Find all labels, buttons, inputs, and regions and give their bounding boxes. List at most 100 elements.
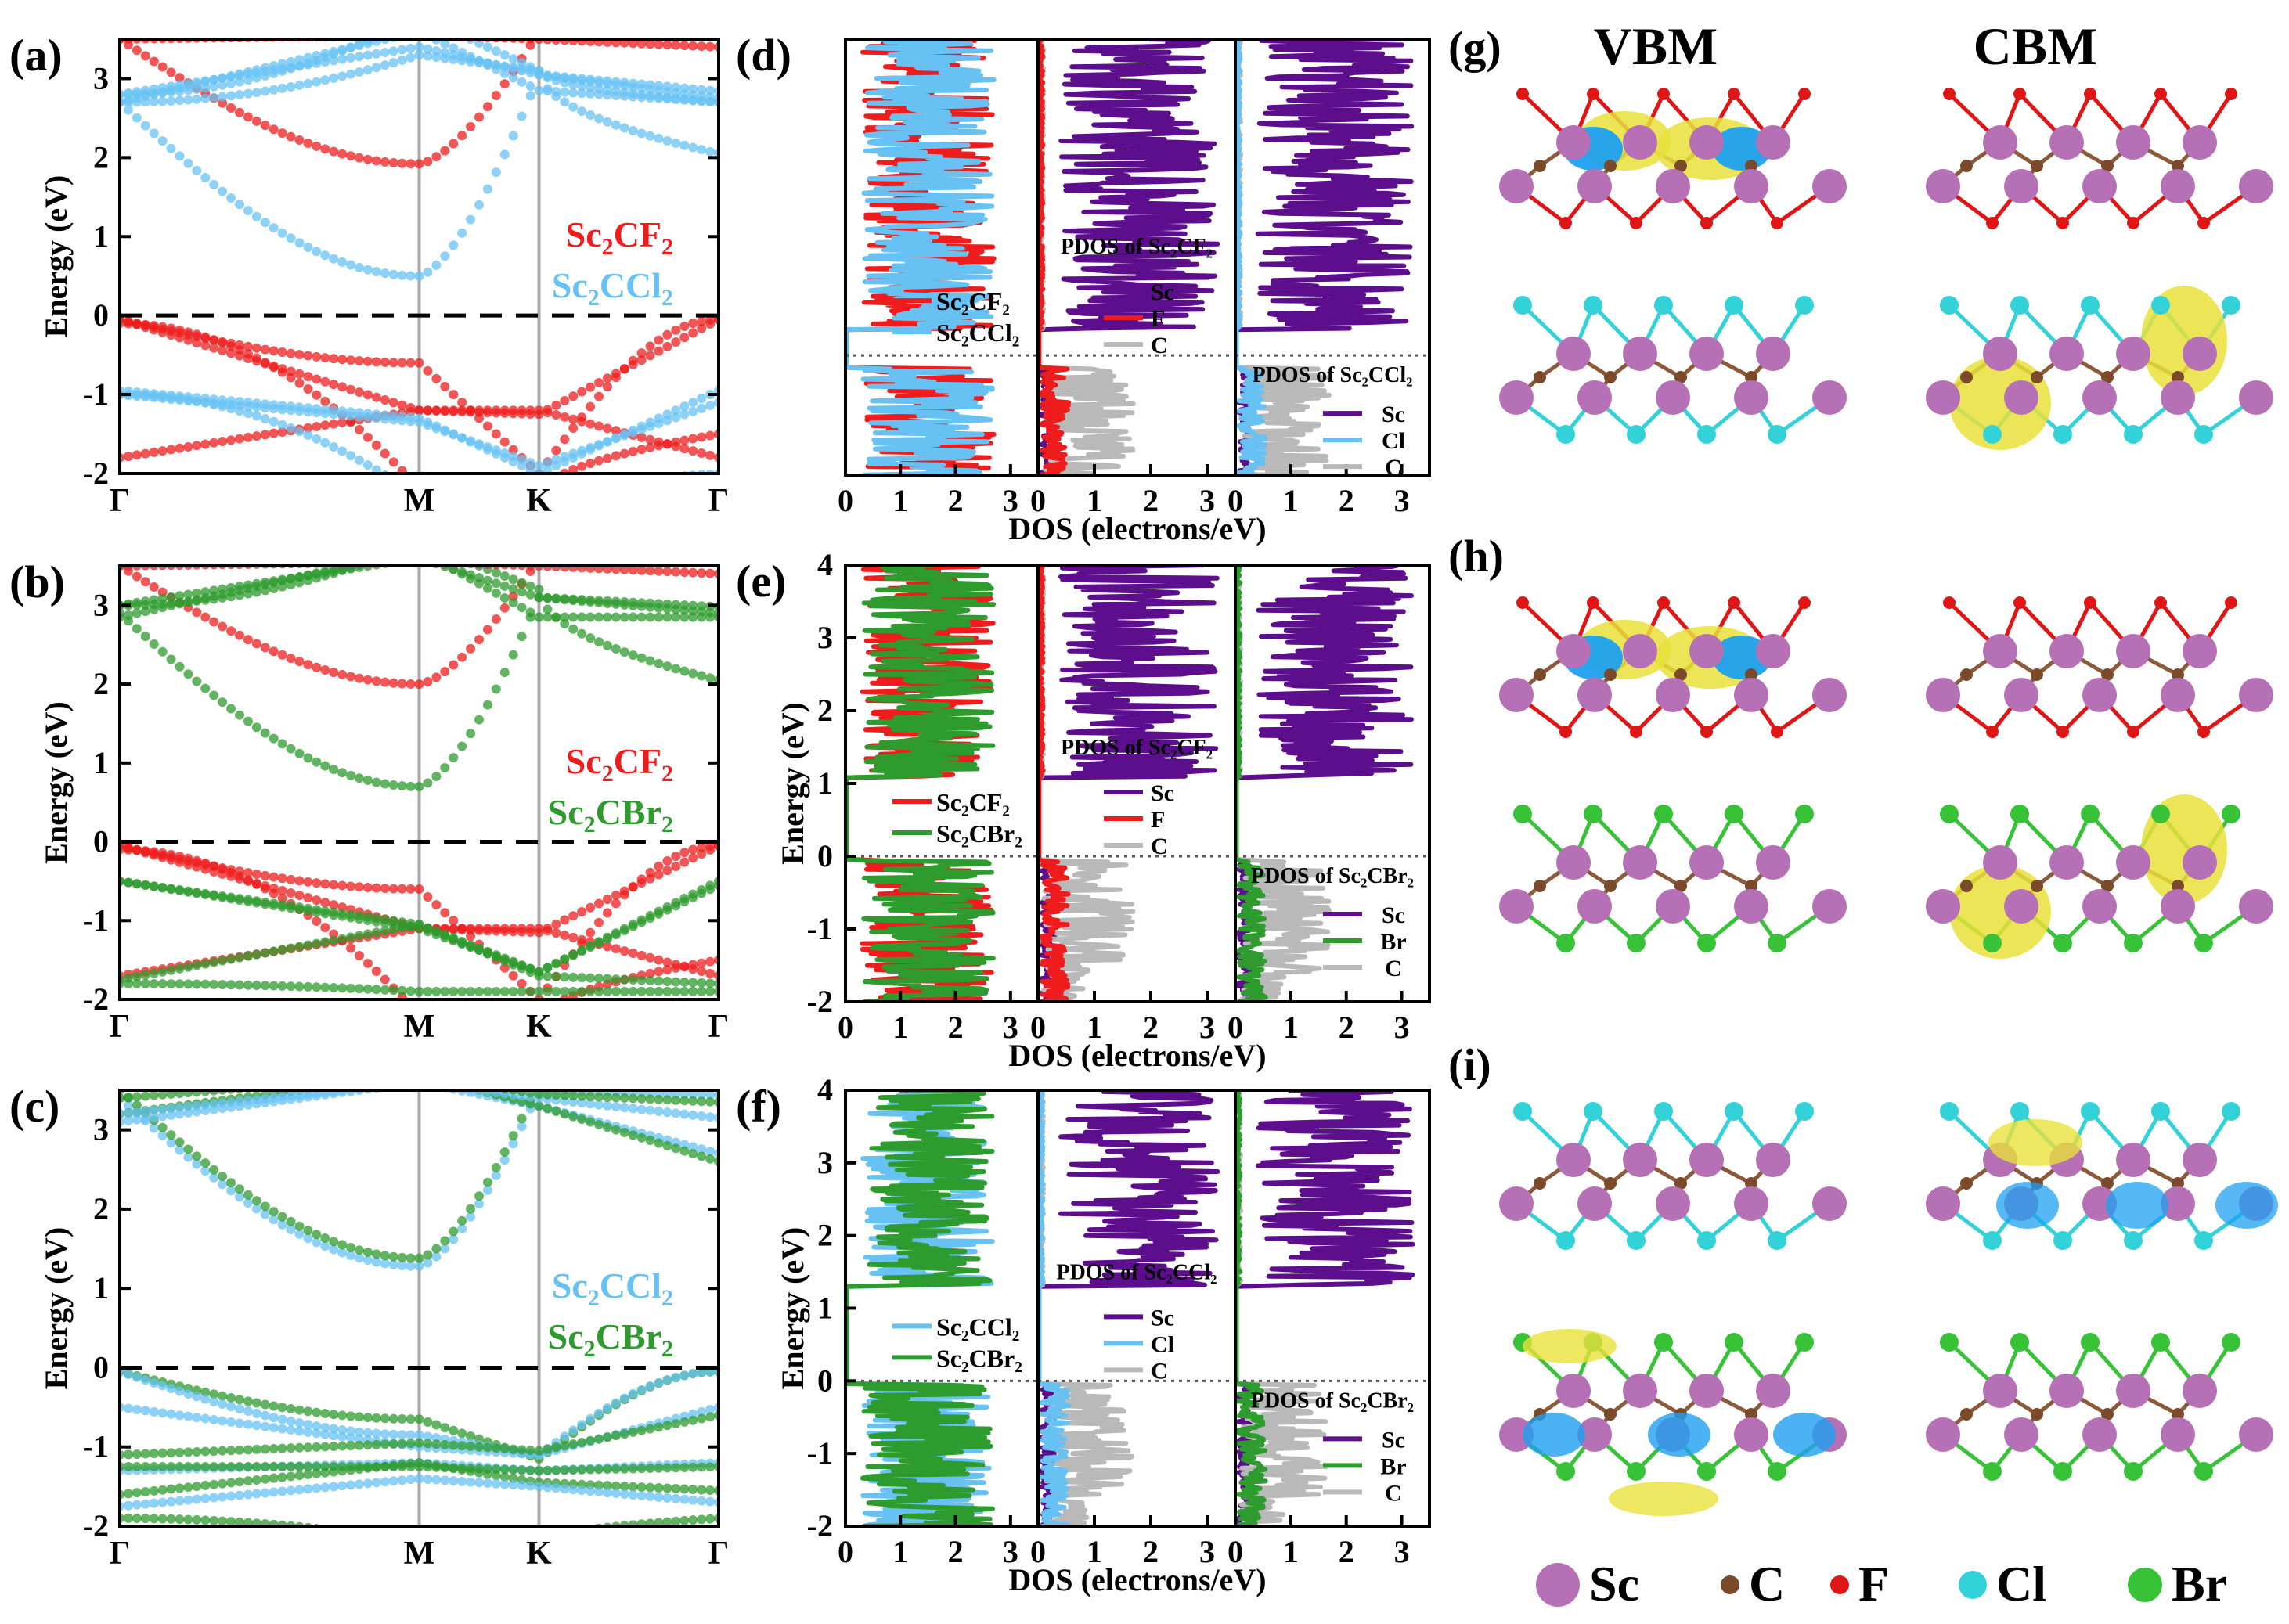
band-dot xyxy=(329,1442,339,1452)
band-dot xyxy=(457,407,467,417)
band-dot xyxy=(474,578,484,589)
band-dot xyxy=(671,437,681,447)
band-dot xyxy=(251,722,261,733)
band-dot xyxy=(388,1429,398,1439)
band-dot xyxy=(671,861,681,871)
band-dot xyxy=(149,600,159,610)
band-dot xyxy=(226,626,236,636)
band-dot xyxy=(303,1484,313,1494)
band-dot xyxy=(371,1478,381,1488)
band-dot xyxy=(132,600,142,610)
band-dot xyxy=(380,414,390,424)
band-dot xyxy=(320,353,330,363)
band-dot xyxy=(149,447,159,457)
pdos-legend-label: C xyxy=(1151,1358,1168,1384)
band-dot xyxy=(508,1480,518,1490)
band-dot xyxy=(705,986,716,996)
panel-label: (h) xyxy=(1448,531,1504,582)
isosurface-lobe xyxy=(1609,1482,1718,1516)
band-dot xyxy=(568,612,579,622)
band-dot xyxy=(397,1260,407,1270)
band-dot xyxy=(628,1104,638,1114)
band-dot xyxy=(346,909,356,920)
band-dot xyxy=(602,598,612,608)
dos-frame xyxy=(1234,564,1431,1003)
band-dot xyxy=(499,68,510,78)
band-dot xyxy=(636,612,647,622)
band-dot xyxy=(406,679,416,689)
band-dot xyxy=(312,1090,322,1098)
band-dot xyxy=(414,1253,424,1263)
band-dot xyxy=(200,1413,211,1424)
atom-Cl xyxy=(1940,1102,1959,1121)
band-dot xyxy=(346,1465,356,1475)
band-dot xyxy=(294,876,305,886)
band-dot xyxy=(346,411,356,421)
band-dot xyxy=(337,1240,348,1250)
band-dot xyxy=(525,1446,535,1456)
band-dot xyxy=(286,1425,296,1435)
band-dot xyxy=(380,1251,390,1261)
atom-Sc xyxy=(1556,1143,1591,1177)
atom-F xyxy=(1943,596,1956,609)
band-dot xyxy=(235,1192,244,1202)
band-dot xyxy=(355,1479,364,1489)
band-dot xyxy=(457,433,467,443)
band-dot xyxy=(183,335,193,345)
ytick-label: -2 xyxy=(83,456,109,491)
band-dot xyxy=(560,1441,570,1451)
band-dot xyxy=(414,782,424,792)
band-dot xyxy=(269,1401,279,1411)
band-dot xyxy=(226,193,236,203)
atom-C xyxy=(1534,371,1546,383)
band-dot xyxy=(175,1410,185,1421)
band-dot xyxy=(654,335,664,345)
band-dot xyxy=(312,141,322,151)
band-dot xyxy=(697,849,707,859)
band-dot xyxy=(697,1485,707,1495)
band-dot xyxy=(654,133,664,143)
band-dot xyxy=(277,420,287,430)
atom-Br xyxy=(1627,1462,1646,1481)
band-dot xyxy=(294,902,305,913)
band-dot xyxy=(517,1122,527,1132)
band-dot xyxy=(320,1233,330,1244)
band-dot xyxy=(594,637,604,647)
band-dot xyxy=(602,423,612,434)
pdos-legend-label: Cl xyxy=(1151,1331,1174,1357)
band-dot xyxy=(705,1090,716,1100)
band-dot xyxy=(269,1093,279,1103)
band-dot xyxy=(688,1515,698,1525)
band-dot xyxy=(166,1138,176,1148)
band-dot xyxy=(594,598,604,608)
atom-Sc xyxy=(1656,1186,1690,1221)
atom-F xyxy=(2013,596,2026,609)
band-dot xyxy=(705,1147,716,1157)
atom-F xyxy=(1771,726,1783,738)
atom-Sc xyxy=(2004,678,2038,712)
band-dot xyxy=(320,879,330,889)
band-dot xyxy=(200,332,211,342)
band-dot xyxy=(140,97,150,107)
band-dot xyxy=(577,1437,587,1447)
dos-xtick-label: 1 xyxy=(1087,483,1102,518)
band-dot xyxy=(636,601,647,611)
band-dot xyxy=(243,401,253,412)
atom-Cl xyxy=(2151,1102,2170,1121)
band-dot xyxy=(337,1481,348,1491)
band-dot xyxy=(277,945,287,955)
atom-Sc xyxy=(2161,889,2195,924)
band-dot xyxy=(474,407,484,417)
band-dot xyxy=(166,1514,176,1524)
band-dot xyxy=(362,776,373,786)
band-dot xyxy=(362,1247,373,1257)
band-dot xyxy=(140,1487,150,1497)
band-dot xyxy=(166,323,176,333)
band-dot xyxy=(303,753,313,763)
band-dot xyxy=(157,62,168,72)
atom-Sc xyxy=(1734,678,1768,712)
atom-Sc xyxy=(2116,1143,2150,1177)
band-dot xyxy=(551,455,561,465)
band-dot xyxy=(132,845,142,855)
